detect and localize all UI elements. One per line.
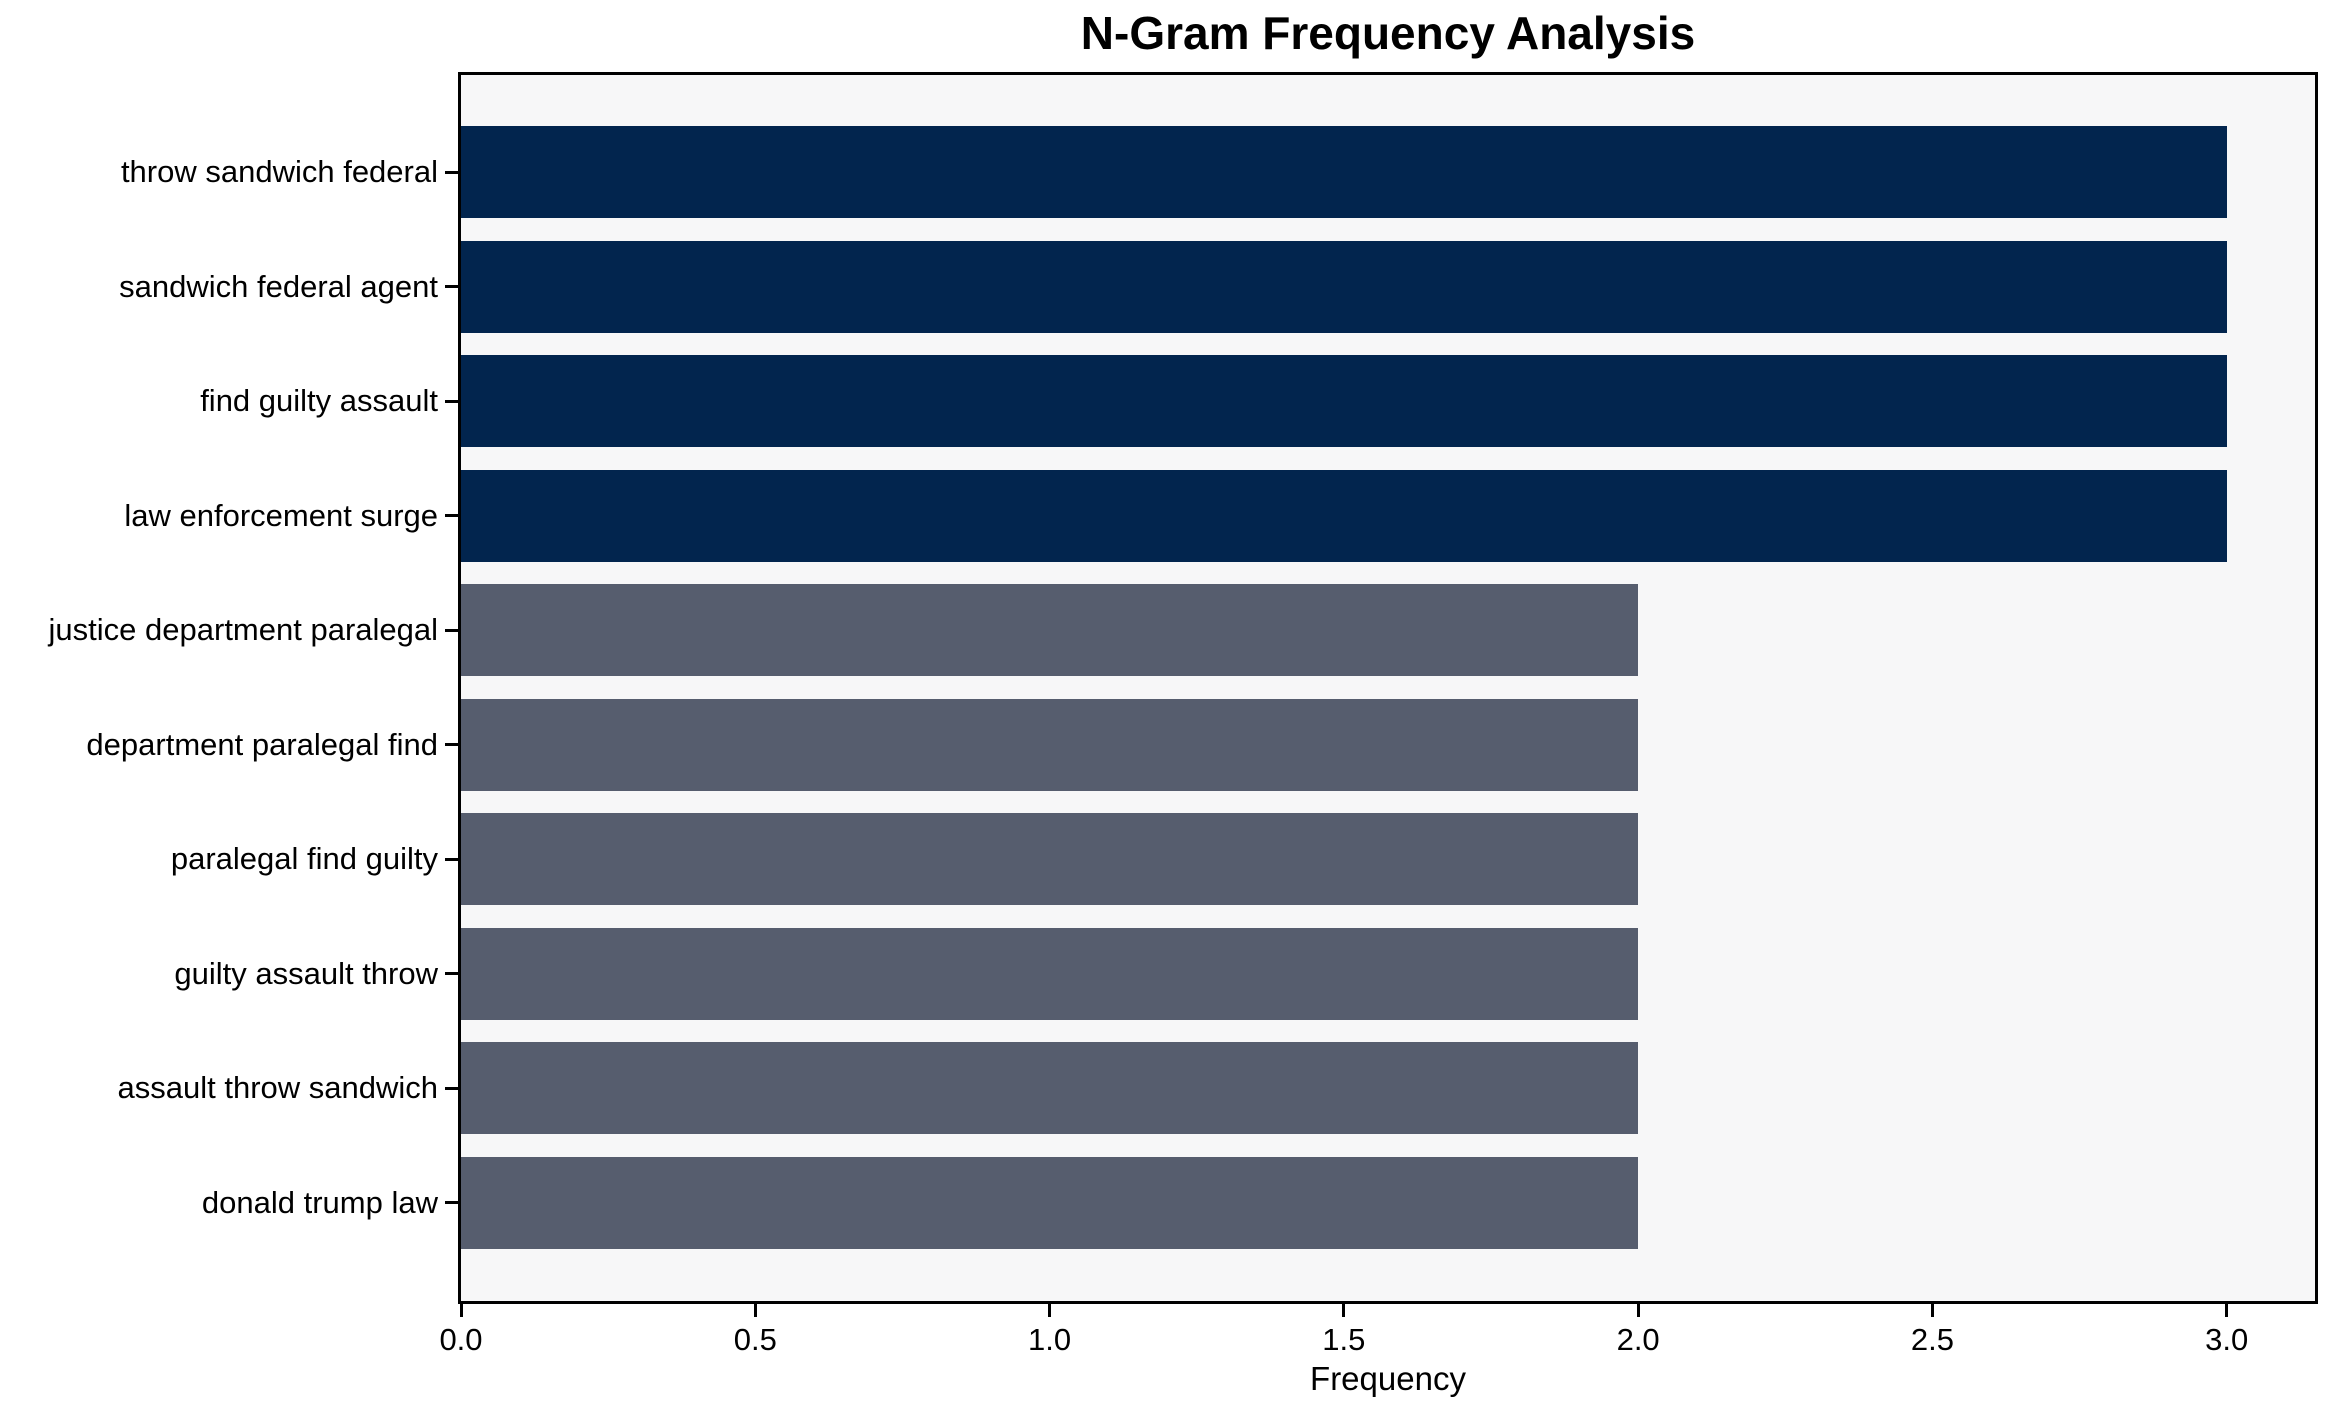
x-tick-label: 0.0 (439, 1322, 483, 1357)
bar (461, 1156, 1639, 1249)
bar (461, 355, 2227, 448)
bar (461, 1042, 1639, 1135)
y-tick-label: donald trump law (201, 1184, 438, 1220)
x-tick-mark (1636, 1304, 1640, 1317)
y-tick-label: guilty assault throw (174, 955, 438, 991)
y-tick-label: assault throw sandwich (117, 1070, 439, 1106)
chart-title: N-Gram Frequency Analysis (1080, 7, 1696, 59)
y-tick-mark (445, 170, 458, 174)
y-tick-mark (445, 743, 458, 747)
y-tick-mark (445, 514, 458, 518)
bar (461, 126, 2227, 218)
x-axis-label: Frequency (1310, 1360, 1466, 1397)
x-tick-label: 2.5 (1910, 1322, 1954, 1357)
bar (461, 813, 1639, 906)
x-tick-mark (1342, 1304, 1346, 1317)
y-tick-mark (445, 972, 458, 976)
bar (461, 240, 2227, 333)
y-tick-mark (445, 399, 458, 403)
x-tick-label: 2.0 (1616, 1322, 1660, 1357)
bar (461, 584, 1639, 677)
y-tick-mark (445, 1201, 458, 1205)
x-tick-label: 0.5 (733, 1322, 777, 1357)
bar (461, 469, 2227, 562)
y-tick-mark (445, 1086, 458, 1090)
x-tick-label: 1.0 (1028, 1322, 1072, 1357)
x-tick-label: 3.0 (2205, 1322, 2249, 1357)
y-tick-label: throw sandwich federal (120, 154, 438, 189)
plot-area (458, 72, 2318, 1304)
y-tick-label: justice department paralegal (48, 612, 438, 648)
y-tick-label: sandwich federal agent (119, 268, 438, 304)
x-tick-label: 1.5 (1322, 1322, 1366, 1357)
x-tick-mark (1048, 1304, 1052, 1317)
y-tick-mark (445, 285, 458, 289)
x-tick-mark (753, 1304, 757, 1317)
bar (461, 698, 1639, 791)
y-tick-label: law enforcement surge (124, 497, 438, 533)
y-tick-label: department paralegal find (86, 726, 438, 762)
x-tick-mark (459, 1304, 463, 1317)
y-tick-mark (445, 857, 458, 861)
x-tick-mark (2225, 1304, 2229, 1317)
y-tick-mark (445, 628, 458, 632)
x-tick-mark (1930, 1304, 1934, 1317)
bar (461, 927, 1639, 1020)
y-tick-label: paralegal find guilty (170, 841, 438, 877)
y-tick-label: find guilty assault (200, 383, 438, 419)
